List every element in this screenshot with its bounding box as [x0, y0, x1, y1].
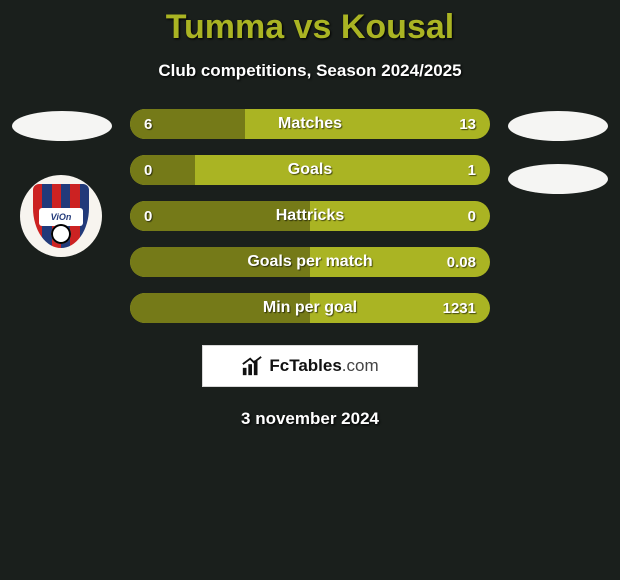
- brand-text: FcTables.com: [269, 356, 378, 376]
- infographic-root: Tumma vs Kousal Club competitions, Seaso…: [0, 0, 620, 429]
- stat-label: Hattricks: [130, 207, 490, 225]
- club-logo-left: ViOn: [20, 175, 102, 257]
- stat-bar: Goals0 1: [130, 155, 490, 185]
- stat-value-left: 0: [144, 208, 152, 225]
- stat-value-right: 1231: [443, 300, 476, 317]
- stat-label: Goals: [130, 161, 490, 179]
- left-column: ViOn: [12, 109, 112, 257]
- stat-value-right: 0.08: [447, 254, 476, 271]
- right-column: [508, 109, 608, 194]
- player-photo-placeholder-left: [12, 111, 112, 141]
- stat-bar: Hattricks0 0: [130, 201, 490, 231]
- brand-badge[interactable]: FcTables.com: [202, 345, 418, 387]
- player-photo-placeholder-right-1: [508, 111, 608, 141]
- page-title: Tumma vs Kousal: [0, 8, 620, 47]
- stat-value-right: 0: [468, 208, 476, 225]
- stat-value-right: 1: [468, 162, 476, 179]
- stat-value-left: 0: [144, 162, 152, 179]
- stat-label: Goals per match: [130, 253, 490, 271]
- brand-name: FcTables: [269, 356, 341, 375]
- stat-label: Min per goal: [130, 299, 490, 317]
- subtitle: Club competitions, Season 2024/2025: [0, 61, 620, 81]
- stat-label: Matches: [130, 115, 490, 133]
- stat-value-right: 13: [459, 116, 476, 133]
- stat-value-left: 6: [144, 116, 152, 133]
- stat-bars: Matches613Goals01Hattricks00Goals per ma…: [130, 109, 490, 323]
- date-label: 3 november 2024: [0, 409, 620, 429]
- player-photo-placeholder-right-2: [508, 164, 608, 194]
- brand-tld: .com: [342, 356, 379, 375]
- stat-bar: Goals per match0.08: [130, 247, 490, 277]
- stat-bar: Matches6 13: [130, 109, 490, 139]
- bar-chart-icon: [241, 355, 263, 377]
- shield-icon: ViOn: [33, 184, 89, 248]
- stat-bar: Min per goal1231: [130, 293, 490, 323]
- soccer-ball-icon: [51, 224, 71, 244]
- stats-area: ViOn Matches613Goals01Hattricks00Goals p…: [0, 109, 620, 323]
